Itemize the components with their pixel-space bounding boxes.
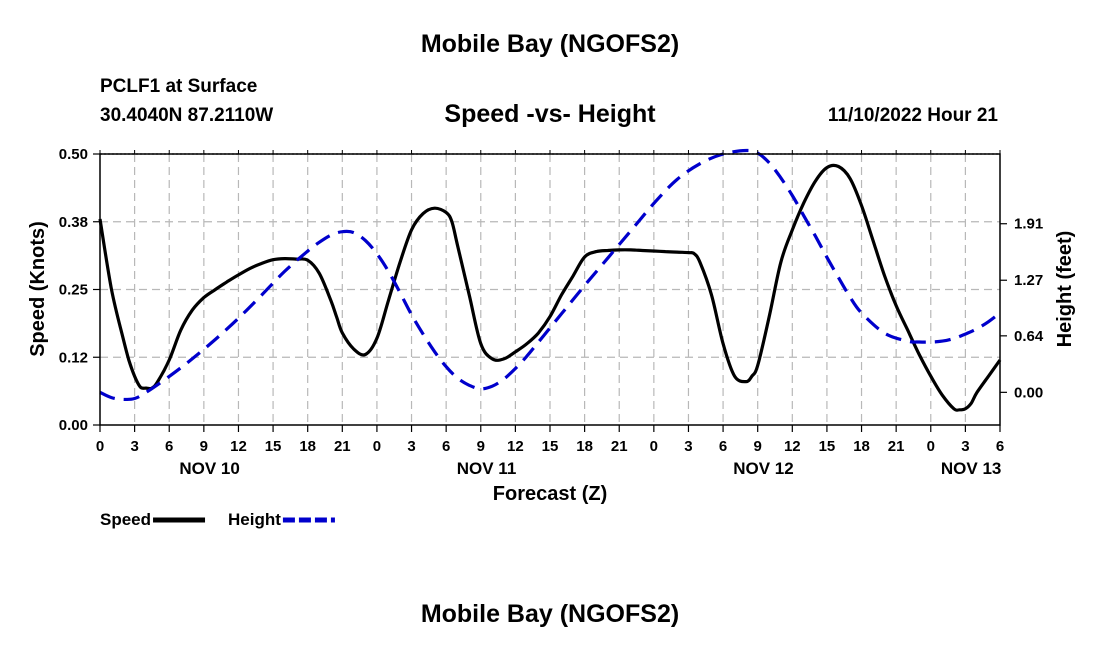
x-tick-label: 3 bbox=[407, 438, 415, 455]
x-axis-label: Forecast (Z) bbox=[493, 483, 607, 505]
x-tick-label: 6 bbox=[996, 438, 1004, 455]
y-left-tick-label: 0.25 bbox=[59, 282, 88, 299]
x-tick-label: 21 bbox=[888, 438, 905, 455]
x-tick-label: 9 bbox=[477, 438, 485, 455]
y-right-tick-label: 0.00 bbox=[1014, 384, 1043, 401]
forecast-datetime: 11/10/2022 Hour 21 bbox=[827, 105, 998, 126]
series-layer bbox=[98, 148, 1002, 412]
x-tick-label: 18 bbox=[299, 438, 316, 455]
series-line-speed bbox=[98, 163, 1002, 412]
x-tick-label: 9 bbox=[200, 438, 208, 455]
x-day-label: NOV 12 bbox=[733, 459, 793, 478]
x-tick-label: 0 bbox=[927, 438, 935, 455]
y-left-tick-label: 0.38 bbox=[59, 214, 88, 231]
x-tick-label: 21 bbox=[611, 438, 628, 455]
x-tick-label: 18 bbox=[853, 438, 870, 455]
x-tick-label: 15 bbox=[265, 438, 282, 455]
x-tick-label: 9 bbox=[754, 438, 762, 455]
chart-subtitle: Speed -vs- Height bbox=[444, 100, 656, 128]
x-tick-label: 0 bbox=[373, 438, 381, 455]
x-day-label: NOV 11 bbox=[457, 459, 517, 478]
x-tick-label: 0 bbox=[650, 438, 658, 455]
y-left-tick-label: 0.50 bbox=[59, 146, 88, 163]
y-right-tick-label: 1.27 bbox=[1014, 272, 1043, 289]
series-line-height bbox=[99, 148, 1001, 402]
x-tick-label: 3 bbox=[684, 438, 692, 455]
x-tick-label: 3 bbox=[130, 438, 138, 455]
legend-label-speed: Speed bbox=[100, 510, 151, 529]
x-day-label: NOV 10 bbox=[179, 459, 239, 478]
x-day-label: NOV 13 bbox=[941, 459, 1001, 478]
x-tick-label: 12 bbox=[784, 438, 801, 455]
x-tick-label: 12 bbox=[230, 438, 247, 455]
x-tick-label: 15 bbox=[819, 438, 836, 455]
x-tick-label: 6 bbox=[719, 438, 727, 455]
x-tick-label: 12 bbox=[507, 438, 524, 455]
grid-layer bbox=[100, 154, 1000, 425]
y-axis-label-right: Height (feet) bbox=[1054, 231, 1076, 348]
x-tick-label: 6 bbox=[165, 438, 173, 455]
y-right-tick-label: 1.91 bbox=[1014, 216, 1043, 233]
x-tick-label: 15 bbox=[542, 438, 559, 455]
y-left-tick-label: 0.00 bbox=[59, 417, 88, 434]
footer-title: Mobile Bay (NGOFS2) bbox=[420, 600, 680, 628]
axis-layer: 0 3 6 9 12 15 18 21 0 3 6 9 12 15 18 21 0 3 6 9 12 15 18 21 0 3 6N… bbox=[59, 146, 1044, 478]
page-title: Mobile Bay (NGOFS2) bbox=[420, 30, 680, 58]
x-tick-label: 6 bbox=[442, 438, 450, 455]
station-coordinates: 30.4040N 87.2110W bbox=[100, 105, 274, 126]
station-label: PCLF1 at Surface bbox=[100, 76, 258, 97]
x-tick-label: 18 bbox=[576, 438, 593, 455]
legend: Speed Height bbox=[100, 510, 335, 529]
x-tick-label: 0 bbox=[96, 438, 104, 455]
x-tick-label: 21 bbox=[334, 438, 351, 455]
x-tick-label: 3 bbox=[961, 438, 969, 455]
y-right-tick-label: 0.64 bbox=[1014, 328, 1044, 345]
legend-label-height: Height bbox=[228, 510, 281, 529]
y-left-tick-label: 0.12 bbox=[59, 349, 88, 366]
y-axis-label-left: Speed (Knots) bbox=[27, 221, 49, 357]
